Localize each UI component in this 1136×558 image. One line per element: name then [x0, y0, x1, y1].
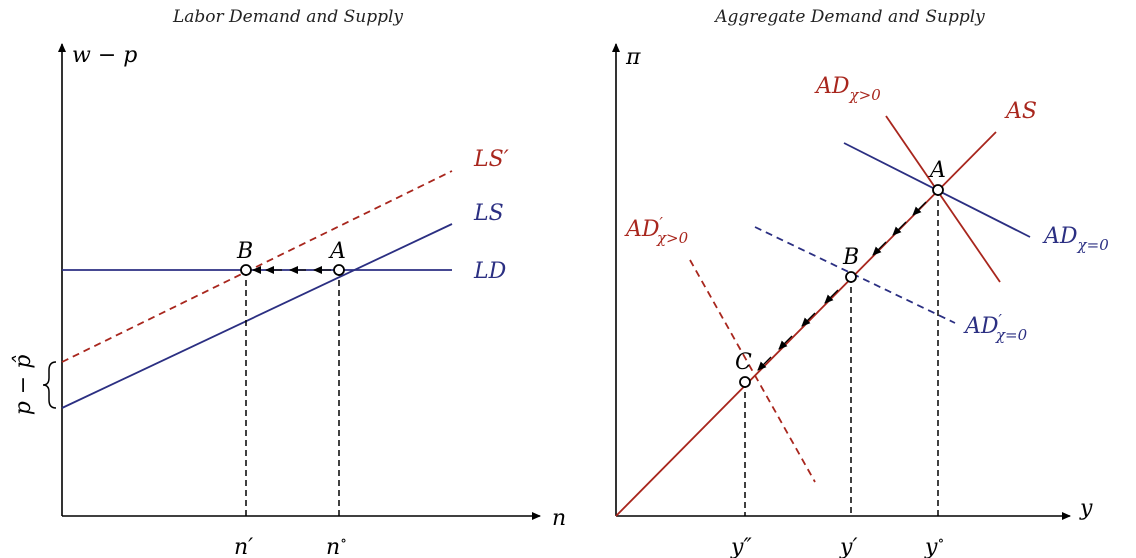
ad-as-point-c: [739, 376, 751, 388]
labor-y-axis-label: w − p: [72, 43, 137, 68]
ls-label: LS: [473, 201, 504, 226]
n-circ-tick: n∘: [326, 533, 347, 558]
ad-as-panel-title: Aggregate Demand and Supply: [713, 7, 985, 27]
ls-shifted-curve: [61, 170, 453, 363]
as-label: AS: [1004, 99, 1037, 124]
labor-point-b: [240, 264, 252, 276]
ad-pos-label: ADχ>0: [814, 74, 881, 104]
ad-as-point-b-label: B: [842, 245, 859, 270]
ad-as-y-axis-label: π: [625, 45, 641, 70]
ls-shifted-label: LS′: [473, 147, 509, 172]
labor-panel: Labor Demand and Supply w − p n LD LS LS…: [11, 7, 566, 558]
ad-as-x-axis-label: y: [1079, 496, 1093, 521]
ld-label: LD: [473, 259, 507, 284]
ad-as-movement-arrows: [757, 201, 927, 371]
ad-as-point-a: [932, 184, 944, 196]
ad-as-point-c-label: C: [735, 350, 752, 375]
labor-x-axis-label: n: [552, 506, 566, 531]
ad-zero-shifted-label: AD′ χ=0: [963, 311, 1028, 344]
n-prime-tick: n′: [234, 535, 253, 558]
intercept-brace: [42, 361, 57, 409]
ad-as-panel: Aggregate Demand and Supply π y AS ADχ>0…: [612, 7, 1109, 558]
ad-zero-label: ADχ=0: [1042, 224, 1109, 254]
labor-point-a: [333, 264, 345, 276]
y-prime-tick: y′: [839, 535, 857, 558]
ad-pos-shifted-label: AD′ χ>0: [624, 214, 689, 247]
labor-point-a-label: A: [328, 239, 346, 264]
ad-pos-curve: [885, 115, 1001, 283]
brace-label: p − p̂: [11, 355, 36, 416]
y-dprime-tick: y″: [730, 535, 752, 558]
labor-point-b-label: B: [236, 239, 253, 264]
labor-panel-title: Labor Demand and Supply: [172, 7, 403, 27]
ad-as-point-a-label: A: [928, 158, 946, 183]
ad-as-point-b: [845, 271, 857, 283]
ls-curve: [61, 223, 453, 409]
ad-pos-shifted-curve: [689, 259, 816, 483]
y-circ-tick: y∘: [924, 533, 944, 558]
